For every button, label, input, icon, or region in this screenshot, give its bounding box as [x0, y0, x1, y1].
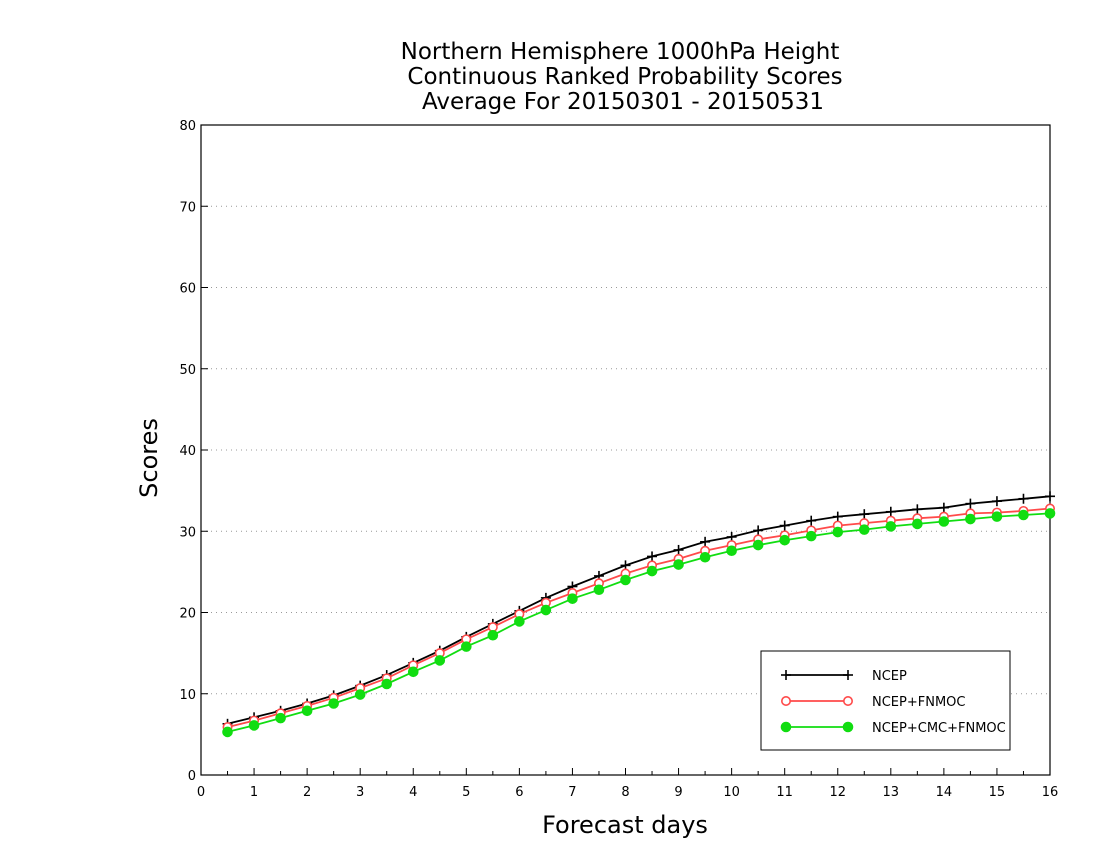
data-point: [248, 720, 260, 731]
x-tick-label: 4: [409, 785, 417, 800]
data-point: [938, 502, 949, 513]
legend-entry: NCEP+FNMOC: [780, 695, 965, 710]
x-tick-label: 10: [723, 785, 740, 800]
data-point: [646, 565, 658, 577]
chart-title-line-2: Continuous Ranked Probability Scores: [407, 64, 842, 90]
x-tick-label: 2: [303, 785, 311, 800]
gridlines: [201, 205, 1050, 695]
data-point: [965, 498, 976, 509]
data-point: [514, 616, 525, 627]
x-tick-label: 9: [674, 785, 682, 800]
x-axis-label: Forecast days: [542, 811, 708, 839]
y-tick-label: 50: [179, 363, 196, 378]
data-point: [1018, 493, 1029, 504]
chart-title: Northern Hemisphere 1000hPa Height Conti…: [401, 39, 843, 115]
y-tick-label: 30: [179, 525, 196, 540]
x-axis: 0 1 2 3 4 5 6 7 8 9 10 11 12 13 14 15 16: [197, 768, 1058, 800]
data-point: [991, 496, 1002, 507]
data-point: [593, 584, 605, 596]
data-point: [673, 559, 684, 570]
data-point: [805, 530, 817, 542]
data-point: [726, 545, 737, 557]
data-point: [461, 641, 472, 652]
data-point: [938, 516, 950, 527]
data-point: [487, 629, 499, 641]
x-tick-label: 14: [936, 785, 953, 800]
x-tick-label: 11: [776, 785, 793, 800]
data-point: [700, 536, 711, 547]
x-tick-label: 15: [989, 785, 1006, 800]
data-point: [301, 705, 313, 717]
data-point: [1045, 491, 1055, 502]
data-point: [912, 504, 923, 515]
y-tick-label: 0: [188, 769, 196, 784]
x-tick-label: 7: [568, 785, 576, 800]
legend-marker: [780, 721, 792, 733]
y-tick-label: 70: [179, 200, 196, 215]
x-tick-label: 3: [356, 785, 364, 800]
data-point: [434, 655, 446, 666]
x-tick-label: 5: [462, 785, 470, 800]
x-tick-label: 16: [1042, 785, 1059, 800]
y-axis: 0 10 20 30 40 50 60 70 80: [179, 119, 208, 784]
data-point: [858, 524, 870, 535]
legend-marker: [842, 695, 853, 706]
x-tick-label: 1: [250, 785, 258, 800]
legend-entry: NCEP+CMC+FNMOC: [780, 721, 1006, 736]
data-point: [673, 544, 684, 555]
y-tick-label: 60: [179, 282, 196, 297]
y-tick-label: 40: [179, 444, 196, 459]
data-point: [647, 551, 658, 562]
x-tick-label: 8: [621, 785, 629, 800]
data-point: [779, 520, 790, 531]
x-tick-label: 6: [515, 785, 523, 800]
data-point: [407, 666, 419, 678]
data-point: [275, 712, 286, 724]
data-point: [753, 525, 764, 536]
x-tick-label: 0: [197, 785, 205, 800]
series-2: [222, 508, 1056, 738]
chart-title-line-1: Northern Hemisphere 1000hPa Height: [401, 39, 840, 65]
data-point: [567, 593, 578, 604]
data-point: [381, 678, 393, 690]
x-tick-label: 12: [829, 785, 846, 800]
data-point: [965, 513, 976, 525]
legend-marker: [780, 695, 791, 706]
data-point: [806, 515, 817, 526]
data-point: [885, 506, 896, 517]
data-point: [859, 509, 870, 520]
data-point: [885, 521, 897, 532]
y-tick-label: 10: [179, 688, 196, 703]
data-point: [1044, 508, 1056, 519]
series-layer: [222, 491, 1056, 738]
x-tick-label: 13: [883, 785, 900, 800]
data-point: [991, 511, 1003, 522]
legend-marker: [781, 670, 791, 680]
y-axis-label: Scores: [135, 418, 163, 498]
data-point: [620, 574, 631, 586]
chart-title-line-3: Average For 20150301 - 20150531: [422, 89, 824, 115]
data-point: [912, 518, 923, 530]
legend-entry: NCEP: [781, 669, 907, 684]
data-point: [779, 534, 790, 546]
legend-label: NCEP: [872, 669, 907, 684]
y-tick-label: 20: [179, 607, 196, 622]
data-point: [222, 726, 233, 738]
data-point: [752, 539, 764, 551]
data-point: [832, 526, 844, 538]
data-point: [354, 689, 366, 700]
data-point: [832, 511, 843, 522]
data-point: [540, 604, 552, 616]
data-point: [699, 551, 711, 563]
data-point: [1018, 509, 1029, 521]
legend-marker: [843, 670, 853, 680]
legend-marker: [842, 721, 854, 733]
data-point: [328, 698, 339, 709]
y-tick-label: 80: [179, 119, 196, 134]
legend: NCEP NCEP+FNMOC NCEP+CMC+FNMOC: [760, 650, 1011, 751]
legend-label: NCEP+FNMOC: [872, 695, 965, 710]
legend-label: NCEP+CMC+FNMOC: [872, 721, 1006, 736]
